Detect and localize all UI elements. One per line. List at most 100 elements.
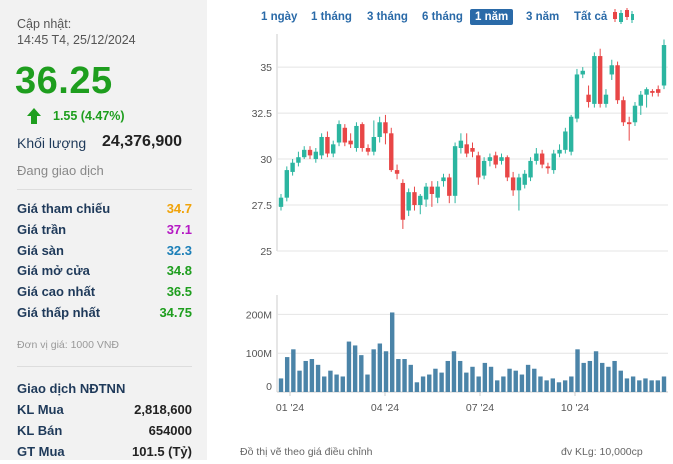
volume-bar: [359, 355, 364, 392]
volume-bar: [309, 359, 315, 392]
price-tick-label: 32.5: [252, 108, 273, 120]
volume-bar: [643, 378, 648, 392]
volume-bar: [661, 376, 667, 392]
foreign-row-value: 654000: [148, 423, 192, 438]
tab-2[interactable]: 3 tháng: [367, 11, 408, 23]
candle-body: [597, 56, 603, 104]
price-tick-label: 25: [260, 246, 272, 258]
candle-body: [307, 149, 313, 156]
price-row-label: Giá sàn: [17, 242, 64, 258]
tab-1[interactable]: 1 tháng: [311, 11, 352, 23]
price-row: Giá sàn 32.3: [17, 243, 192, 263]
volume-bar: [624, 378, 630, 392]
price-row-value: 34.75: [159, 305, 192, 320]
volume-bar: [402, 359, 407, 392]
candle-body: [580, 70, 585, 75]
volume-bar: [556, 382, 562, 392]
price-tick-label: 30: [260, 154, 272, 166]
candle-body: [278, 197, 284, 207]
x-tick-label: 07 '24: [466, 402, 494, 414]
candle-body: [626, 122, 632, 125]
candle-body: [377, 122, 382, 137]
volume-bar: [538, 376, 543, 392]
volume-bar: [525, 364, 531, 392]
volume-bar: [618, 370, 623, 392]
candle-body: [331, 144, 336, 154]
volume-bar: [482, 362, 488, 392]
volume-bar: [328, 370, 333, 392]
volume-bar: [396, 359, 401, 392]
candle-body: [499, 157, 504, 161]
volume-bar: [439, 372, 444, 392]
candle-body: [534, 153, 539, 161]
price-row-value: 32.3: [166, 242, 192, 258]
volume-bar: [365, 374, 370, 392]
candle-body: [464, 144, 469, 154]
price-row: Giá trần 37.1: [17, 222, 192, 242]
volume-bar: [519, 374, 525, 392]
tab-0[interactable]: 1 ngày: [261, 11, 298, 23]
volume-bar: [427, 374, 432, 392]
candle-body: [481, 160, 487, 176]
volume-tick-label: 100M: [246, 348, 272, 360]
volume-bar: [408, 364, 413, 392]
candle-body: [441, 177, 446, 182]
volume-bar: [488, 366, 494, 392]
candle-body: [412, 192, 417, 206]
foreign-row: KL Bán 654000: [17, 423, 192, 443]
volume-bar: [346, 341, 352, 392]
price-row: Giá thấp nhất 34.75: [17, 305, 192, 325]
volume-tick-label: 0: [266, 381, 272, 393]
candle-body: [522, 173, 527, 185]
volume-bar: [414, 382, 420, 392]
volume-bar: [507, 368, 512, 392]
volume-bar: [315, 364, 321, 392]
volume-bar: [532, 368, 537, 392]
volume-bar: [513, 370, 518, 392]
candle-body: [609, 65, 614, 75]
candle-body: [423, 186, 429, 200]
candle-body: [592, 56, 597, 104]
candle-body: [429, 186, 435, 194]
candle-body: [557, 149, 562, 154]
candle-body: [406, 192, 411, 211]
candle-body: [551, 153, 556, 171]
volume-label: Khối lượng: [17, 135, 87, 151]
tab-3[interactable]: 6 tháng: [422, 11, 463, 23]
candle-body: [563, 131, 568, 150]
volume-bar: [649, 380, 654, 392]
volume-bar: [334, 374, 339, 392]
volume-bar: [655, 380, 661, 392]
volume-bar: [587, 360, 593, 392]
volume-bar: [445, 360, 450, 392]
volume-bar: [476, 376, 481, 392]
x-tick-label: 01 '24: [276, 402, 304, 414]
foreign-row: KL Mua 2,818,600: [17, 402, 192, 422]
update-label: Cập nhật:: [17, 17, 72, 31]
candle-body: [586, 94, 591, 103]
foreign-trade-title: Giao dịch NĐTNN: [17, 381, 126, 396]
candle-body: [383, 122, 388, 134]
candle-body: [336, 124, 342, 143]
period-tabs: 1 ngày 1 tháng 3 tháng 6 tháng 1 năm 3 năm Tất…: [0, 8, 673, 28]
price-row: Giá cao nhất 36.5: [17, 284, 192, 304]
price-row-value: 37.1: [166, 221, 192, 237]
price-tick-label: 35: [260, 62, 272, 74]
candle-body: [342, 127, 348, 143]
tab-5[interactable]: 3 năm: [526, 11, 560, 23]
volume-bar: [464, 372, 469, 392]
price-change: 1.55 (4.47%): [53, 109, 125, 123]
candle-body: [360, 124, 365, 149]
volume-bar: [544, 380, 549, 392]
divider: [17, 189, 192, 190]
volume-bar: [600, 362, 605, 392]
candle-body: [661, 45, 667, 86]
tab-6[interactable]: Tất cả: [574, 11, 608, 23]
candle-body: [389, 133, 394, 171]
candle-body: [632, 105, 638, 123]
tab-4[interactable]: 1 năm: [470, 9, 514, 25]
candle-body: [615, 65, 620, 101]
foreign-row-label: KL Bán: [17, 423, 63, 438]
candlestick-chart-icon[interactable]: [612, 8, 634, 25]
